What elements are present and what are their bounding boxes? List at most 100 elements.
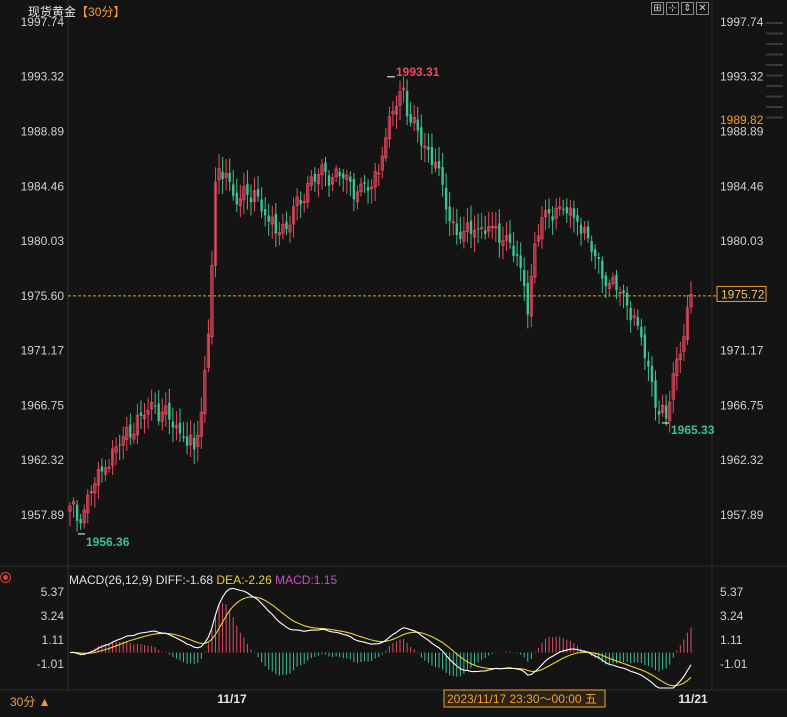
- macd-tick-label-right: 1.11: [720, 633, 743, 647]
- fullscreen-icon[interactable]: ⊞: [651, 2, 664, 15]
- candle-body: [682, 336, 686, 352]
- candle-body: [260, 199, 263, 212]
- candle-body: [398, 91, 402, 106]
- candle-body: [401, 87, 406, 91]
- candle-body: [565, 207, 568, 214]
- candle-body: [533, 243, 537, 278]
- scale-mark: [766, 74, 783, 77]
- candle-body: [512, 245, 515, 257]
- candle-body: [427, 146, 430, 150]
- candle-body: [139, 412, 143, 416]
- candle-body: [504, 235, 509, 241]
- candle-body: [576, 215, 579, 222]
- candle-body: [270, 216, 274, 225]
- candle-body: [508, 233, 512, 243]
- high-label: 1993.31: [396, 65, 440, 79]
- candle-body: [526, 282, 529, 315]
- candle-body: [330, 177, 335, 185]
- axes: 1957.89 1957.89 1962.32 1962.32 1966.75 1966.…: [21, 15, 783, 708]
- price-tick-label-left: 1993.32: [21, 70, 65, 84]
- candle-body: [135, 414, 140, 436]
- price-tick-label-left: 1980.03: [21, 234, 65, 248]
- candle-body: [472, 229, 477, 238]
- period-selector[interactable]: 30分 ▲: [10, 695, 51, 709]
- candle-body: [373, 171, 377, 188]
- candle-body: [380, 155, 384, 171]
- candle-body: [324, 162, 327, 173]
- grid: [0, 0, 787, 691]
- candle-body: [579, 224, 583, 234]
- candle-body: [615, 275, 618, 291]
- price-tick-label-right: 1962.32: [720, 453, 764, 467]
- candle-body: [313, 173, 317, 182]
- scale-mark: [766, 53, 783, 56]
- candle-body: [86, 494, 90, 514]
- candle-body: [366, 186, 370, 191]
- macd-tick-label-left: 5.37: [41, 585, 65, 599]
- expand-icon[interactable]: ⇕: [681, 2, 694, 15]
- candle-body: [387, 116, 391, 140]
- candle-body: [96, 468, 100, 486]
- candle-body: [363, 181, 366, 184]
- candle-body: [483, 230, 487, 234]
- candle-body: [309, 176, 313, 186]
- candle-body: [168, 402, 171, 420]
- candle-body: [291, 206, 296, 225]
- candle-body: [196, 435, 200, 447]
- candle-body: [246, 183, 249, 195]
- scale-mark: [766, 64, 783, 66]
- crosshair-icon[interactable]: ⊹: [666, 2, 679, 15]
- candle-body: [607, 283, 611, 289]
- candle-body: [448, 206, 451, 222]
- candle-body: [210, 265, 214, 338]
- scale-mark: [766, 116, 783, 119]
- candle-body: [536, 235, 541, 242]
- price-tick-label-left: 1984.46: [21, 179, 65, 193]
- close-icon[interactable]: ✕: [696, 2, 709, 15]
- candle-body: [412, 116, 416, 124]
- price-tick-label-right: 1971.17: [720, 344, 764, 358]
- candle-body: [277, 232, 281, 236]
- candle-body: [238, 198, 242, 207]
- macd-panel: [69, 587, 692, 689]
- candle-body: [174, 424, 179, 429]
- macd-macd-value: MACD:1.15: [275, 573, 338, 587]
- candle-body: [625, 292, 629, 306]
- candle-body: [643, 334, 647, 358]
- candle-body: [629, 308, 632, 321]
- instrument-name: 现货黄金: [28, 5, 77, 19]
- macd-tick-label-right: 3.24: [720, 609, 744, 623]
- macd-legend: MACD(26,12,9) DIFF:-1.68 DEA:-2.26 MACD:…: [69, 573, 337, 587]
- candle-body: [582, 227, 587, 233]
- low-right-label: 1965.33: [671, 423, 715, 437]
- time-label-1117: 11/17: [217, 692, 247, 706]
- price-tick-label-left: 1957.89: [21, 508, 65, 522]
- candle-body: [487, 226, 491, 232]
- candle-body: [498, 223, 501, 243]
- price-tick-label-left: 1975.60: [21, 289, 65, 303]
- candle-body: [476, 228, 480, 230]
- candle-body: [334, 168, 338, 178]
- candle-body: [199, 411, 203, 437]
- candle-body: [420, 127, 423, 146]
- candle-body: [150, 402, 154, 410]
- candle-body: [281, 223, 285, 234]
- candle-body: [75, 504, 79, 521]
- candle-body: [451, 221, 455, 224]
- candle-body: [217, 168, 221, 181]
- indicator-toggle-icon[interactable]: [1, 573, 10, 582]
- macd-tick-label-right: 5.37: [720, 585, 744, 599]
- candle-body: [558, 206, 562, 209]
- candle-body: [632, 315, 636, 318]
- candle-body: [213, 181, 218, 266]
- candle-body: [405, 91, 409, 117]
- candle-body: [675, 358, 679, 376]
- candle-body: [228, 172, 231, 182]
- candle-body: [178, 422, 182, 434]
- candle-body: [129, 424, 132, 438]
- candle-body: [685, 307, 690, 341]
- candle-body: [540, 217, 544, 240]
- chart-title: 现货黄金【30分】: [28, 3, 125, 20]
- candle-body: [203, 370, 207, 415]
